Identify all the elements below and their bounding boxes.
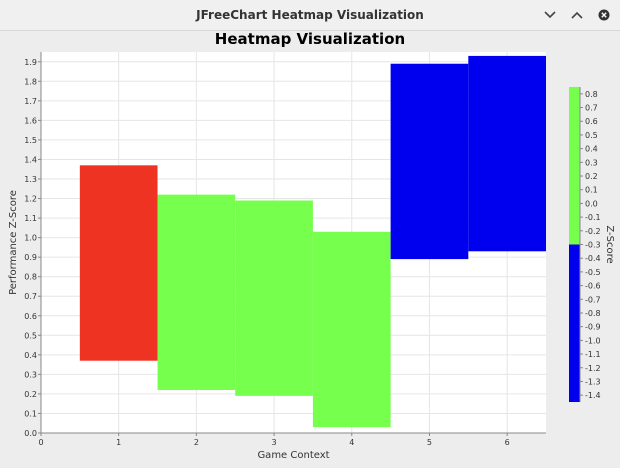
y-tick-label: 1.3 bbox=[24, 175, 37, 184]
y-tick-label: 0.2 bbox=[24, 390, 37, 399]
color-scale-tick-label: -0.6 bbox=[585, 282, 601, 291]
x-tick-label: 6 bbox=[505, 438, 510, 447]
y-tick-label: 0.7 bbox=[24, 292, 37, 301]
color-scale-tick-label: -1.4 bbox=[585, 391, 601, 400]
y-tick-label: 1.4 bbox=[24, 155, 37, 164]
heatmap-cell bbox=[235, 200, 313, 396]
color-scale-tick-label: -0.5 bbox=[585, 268, 601, 277]
axes: 0.0 0.1 0.2 0.3 0.4 0.5 0.6 0.7 0.8 0.9 1.0 1.1 1.2 1… bbox=[24, 52, 546, 447]
x-axis-label: Game Context bbox=[257, 450, 329, 461]
chart-panel: Heatmap Visualization 0.0 0.1 0.2 0.3 0.4 0.5… bbox=[0, 30, 620, 464]
x-tick-label: 3 bbox=[272, 438, 277, 447]
x-tick-label: 5 bbox=[427, 438, 432, 447]
color-scale-label: Z-Score bbox=[604, 225, 615, 263]
color-scale-tick-label: 0.7 bbox=[585, 104, 598, 113]
heatmap-cell bbox=[157, 194, 236, 391]
color-scale-tick-label: -0.3 bbox=[585, 241, 601, 250]
x-tick-label: 0 bbox=[38, 438, 43, 447]
y-tick-label: 1.6 bbox=[24, 116, 37, 125]
color-scale-legend: 0.8 0.7 0.6 0.5 0.4 0.3 0.2 0.1 0.0 -0.1 -0.2 -0.3 -… bbox=[569, 87, 601, 402]
y-tick-label: 1.7 bbox=[24, 97, 37, 106]
color-scale-tick-label: -0.9 bbox=[585, 323, 601, 332]
color-scale-band bbox=[569, 87, 580, 245]
color-scale-tick-label: -1.2 bbox=[585, 364, 601, 373]
color-scale-tick-label: -1.3 bbox=[585, 377, 601, 386]
color-scale-tick-label: -1.1 bbox=[585, 350, 601, 359]
y-tick-label: 0.1 bbox=[24, 409, 37, 418]
y-tick-label: 0.3 bbox=[24, 370, 37, 379]
y-tick-label: 1.0 bbox=[24, 234, 37, 243]
chevron-up-icon bbox=[571, 11, 583, 19]
y-tick-label: 1.9 bbox=[24, 58, 37, 67]
minimize-button[interactable] bbox=[540, 5, 560, 25]
color-scale-tick-label: 0.3 bbox=[585, 158, 598, 167]
color-scale-tick-label: -0.1 bbox=[585, 213, 601, 222]
y-tick-label: 0.6 bbox=[24, 312, 37, 321]
color-scale-tick-label: 0.2 bbox=[585, 172, 598, 181]
color-scale-tick-label: 0.6 bbox=[585, 117, 598, 126]
y-tick-label: 1.1 bbox=[24, 214, 37, 223]
chevron-down-icon bbox=[544, 11, 556, 19]
color-scale-tick-label: -1.0 bbox=[585, 336, 601, 345]
y-tick-label: 0.9 bbox=[24, 253, 37, 262]
heatmap-cell bbox=[468, 55, 546, 252]
heatmap-chart: Heatmap Visualization 0.0 0.1 0.2 0.3 0.4 0.5… bbox=[8, 30, 615, 461]
y-tick-label: 0.0 bbox=[24, 429, 37, 438]
window-title: JFreeChart Heatmap Visualization bbox=[196, 8, 424, 22]
y-axis-label: Performance Z-Score bbox=[8, 190, 19, 295]
x-tick-label: 4 bbox=[349, 438, 354, 447]
y-tick-label: 0.4 bbox=[24, 351, 37, 360]
color-scale-band bbox=[569, 244, 580, 402]
color-scale-tick-label: -0.4 bbox=[585, 254, 601, 263]
maximize-button[interactable] bbox=[567, 5, 587, 25]
y-tick-label: 0.5 bbox=[24, 331, 37, 340]
x-tick-label: 1 bbox=[116, 438, 121, 447]
color-scale-tick-label: 0.1 bbox=[585, 186, 598, 195]
y-tick-label: 0.8 bbox=[24, 273, 37, 282]
color-scale-tick-label: -0.8 bbox=[585, 309, 601, 318]
color-scale-tick-label: 0.5 bbox=[585, 131, 598, 140]
color-scale-tick-label: 0.8 bbox=[585, 90, 598, 99]
y-tick-label: 1.8 bbox=[24, 77, 37, 86]
x-tick-label: 2 bbox=[194, 438, 199, 447]
close-button[interactable] bbox=[594, 5, 614, 25]
color-scale-tick-label: -0.2 bbox=[585, 227, 601, 236]
heatmap-cell bbox=[312, 231, 391, 428]
y-tick-label: 1.2 bbox=[24, 195, 37, 204]
title-bar: JFreeChart Heatmap Visualization bbox=[0, 0, 620, 31]
chart-title: Heatmap Visualization bbox=[215, 31, 405, 48]
heatmap-cell bbox=[79, 165, 158, 361]
heatmap-cells bbox=[79, 55, 546, 428]
color-scale-tick-label: -0.7 bbox=[585, 295, 601, 304]
heatmap-cell bbox=[390, 63, 469, 260]
y-tick-label: 1.5 bbox=[24, 136, 37, 145]
color-scale-tick-label: 0.4 bbox=[585, 145, 598, 154]
color-scale-tick-label: 0.0 bbox=[585, 199, 598, 208]
close-icon bbox=[598, 9, 610, 21]
